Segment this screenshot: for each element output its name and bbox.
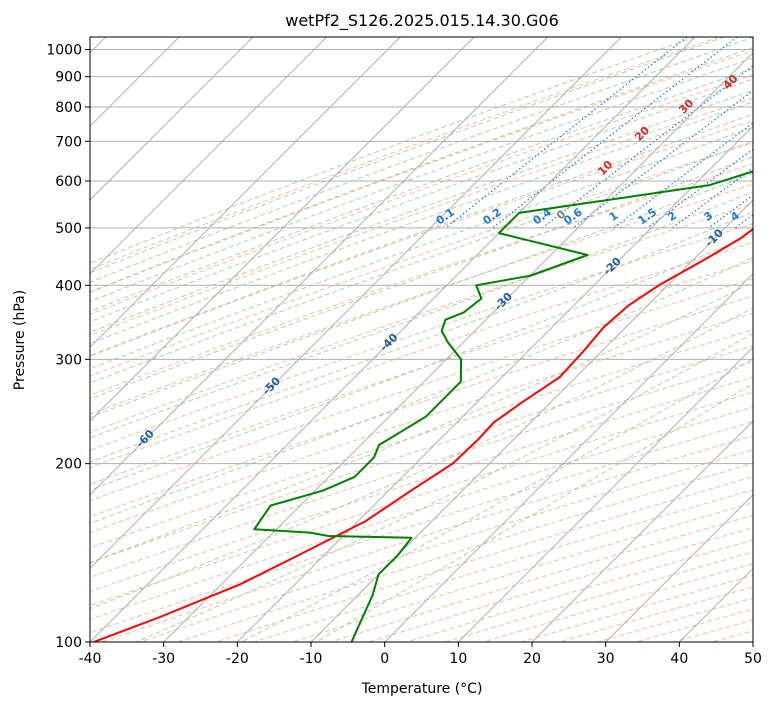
isotherm-line — [384, 272, 753, 642]
dry-adiabat-line — [90, 329, 753, 549]
y-tick-label: 900 — [55, 70, 82, 86]
isotherm-line — [457, 346, 753, 642]
moist-adiabat-line — [241, 358, 753, 642]
moist-adiabat-line — [90, 172, 753, 418]
x-tick-label: -30 — [152, 651, 175, 667]
x-tick-label: 30 — [597, 651, 615, 667]
isotherm-line — [90, 37, 328, 275]
chart-title: wetPf2_S126.2025.015.14.30.G06 — [285, 11, 559, 31]
isotherm-line — [310, 199, 753, 642]
plot-area: 0.10.20.40.611.52346810131620253036-100-… — [90, 37, 753, 642]
isotherm-line — [163, 51, 753, 642]
dry-adiabat-line — [90, 241, 753, 469]
isotherm-line — [90, 37, 549, 496]
y-tick-label: 1000 — [46, 43, 82, 59]
moist-adiabat-line — [90, 211, 753, 463]
y-axis: 100 200 300 400 500 600 700 800 900 1000 — [46, 43, 90, 651]
moist-adiabat-line — [90, 47, 753, 293]
mixing-ratio-line — [572, 89, 753, 229]
dry-adiabat-line — [90, 278, 753, 502]
mixing-ratio-line — [542, 65, 753, 229]
moist-adiabat-line — [90, 257, 753, 524]
dry-adiabat-line — [90, 37, 720, 271]
mixing-ratio-line — [672, 167, 753, 229]
dewpoint-line — [253, 170, 753, 642]
x-axis-label: Temperature (°C) — [361, 681, 483, 697]
x-tick-label: -40 — [79, 651, 102, 667]
y-tick-label: 200 — [55, 457, 82, 473]
dry-adiabat-line — [90, 97, 753, 337]
x-tick-label: 40 — [670, 651, 688, 667]
isotherm-line — [90, 37, 696, 642]
isotherm-line — [236, 125, 753, 642]
dry-adiabat-line — [90, 50, 753, 293]
y-tick-label: 600 — [55, 174, 82, 190]
moist-adiabat-line — [90, 37, 696, 264]
x-axis: -40 -30 -20 -10 0 10 20 30 40 50 — [79, 642, 762, 667]
temperature-line — [93, 227, 753, 642]
dry-adiabat-line — [90, 142, 753, 377]
moist-adiabat-line — [90, 307, 753, 610]
moist-adiabat-line — [90, 78, 753, 323]
x-tick-label: -10 — [300, 651, 323, 667]
skewed-isotherms — [90, 37, 753, 642]
dry-adiabat-line — [90, 223, 753, 451]
isotherm-line — [605, 493, 753, 642]
isotherm-line — [90, 37, 254, 201]
dry-adiabat-line — [90, 361, 753, 578]
grid-lines — [90, 49, 753, 642]
moist-adiabat-line — [90, 101, 753, 345]
plot-frame — [89, 36, 754, 643]
y-tick-label: 800 — [55, 100, 82, 116]
dry-adiabat-line — [90, 391, 753, 607]
series-layer — [93, 170, 753, 642]
dry-adiabat-line — [90, 295, 753, 518]
moist-adiabat-line — [315, 383, 753, 642]
x-tick-label: 0 — [380, 651, 389, 667]
y-tick-label: 500 — [55, 221, 82, 237]
dry-adiabat-line — [90, 376, 753, 593]
dry-adiabat-line — [90, 312, 753, 534]
x-tick-label: 20 — [523, 651, 541, 667]
x-tick-label: 50 — [744, 651, 762, 667]
y-axis-label: Pressure (hPa) — [12, 290, 28, 390]
y-tick-label: 400 — [55, 278, 82, 294]
dry-adiabat-line — [90, 345, 753, 564]
x-tick-label: -20 — [226, 651, 249, 667]
moist-adiabat-line — [90, 37, 753, 283]
y-tick-label: 700 — [55, 134, 82, 150]
isotherm-line — [531, 420, 753, 642]
isotherm-line — [90, 37, 475, 422]
y-tick-label: 100 — [55, 635, 82, 651]
x-tick-label: 10 — [449, 651, 467, 667]
isotherm-line — [90, 37, 622, 570]
isotherm-line — [90, 37, 401, 349]
y-tick-label: 300 — [55, 352, 82, 368]
